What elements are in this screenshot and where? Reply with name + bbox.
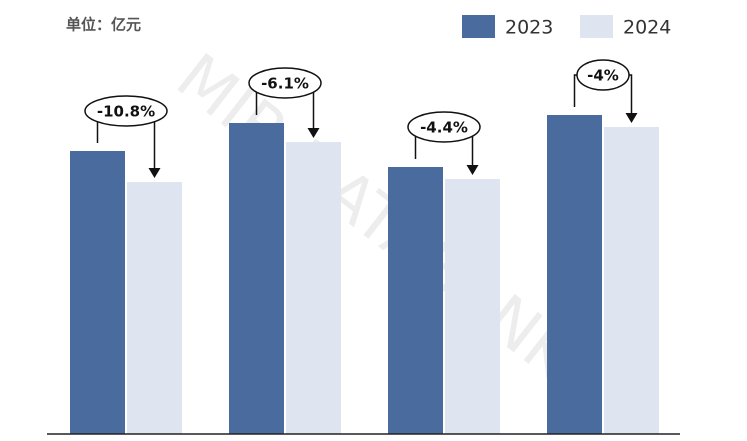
legend-swatch [580,15,613,38]
annotation-bubble [576,59,630,91]
legend-label: 2023 [505,17,553,39]
unit-label: 单位：亿元 [66,16,141,34]
bar [127,182,182,434]
bar [547,115,602,434]
bar [229,123,284,434]
watermark: MIR DATABANK [163,40,589,396]
annotation-bubble [248,67,322,99]
arrow-head [625,113,638,123]
legend-swatch [462,15,495,38]
bar [70,151,125,434]
arrow-head [148,168,161,178]
annotation: -4% [587,67,619,85]
legend-label: 2024 [623,17,671,39]
bar [445,179,500,434]
annotation: -6.1% [261,75,309,93]
arrow-head [466,165,479,175]
bar [286,142,341,434]
annotation-bubble [84,95,168,127]
bar [604,127,659,434]
annotation: -10.8% [97,103,155,121]
annotation-bubble [407,111,481,143]
bar [388,167,443,434]
arrow-head [307,128,320,138]
annotation: -4.4% [420,119,468,137]
